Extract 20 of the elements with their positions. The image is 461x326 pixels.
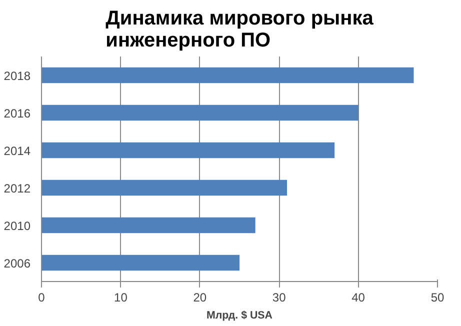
y-tick-label: 2014 bbox=[4, 144, 31, 158]
x-tick-label: 40 bbox=[352, 290, 366, 304]
y-tick-label: 2012 bbox=[4, 181, 31, 196]
y-tick-label: 2018 bbox=[4, 68, 31, 83]
y-tick-label: 2010 bbox=[4, 218, 31, 233]
x-tick-label: 20 bbox=[193, 290, 207, 304]
bar bbox=[42, 67, 414, 84]
x-tick-label: 30 bbox=[272, 290, 286, 304]
x-tick-label: 10 bbox=[114, 290, 128, 304]
x-tick-label: 50 bbox=[430, 290, 444, 304]
bar bbox=[42, 104, 358, 121]
bar bbox=[42, 254, 240, 271]
x-tick-label: 0 bbox=[38, 290, 46, 304]
bar bbox=[42, 217, 256, 234]
x-axis-title: Млрд. $ USA bbox=[206, 310, 273, 322]
y-tick-label: 2016 bbox=[4, 106, 31, 120]
y-tick-label: 2006 bbox=[4, 256, 31, 270]
bar bbox=[42, 142, 335, 158]
bar bbox=[42, 180, 288, 196]
chart-title: Динамика мирового рынка инженерного ПО bbox=[106, 8, 374, 52]
